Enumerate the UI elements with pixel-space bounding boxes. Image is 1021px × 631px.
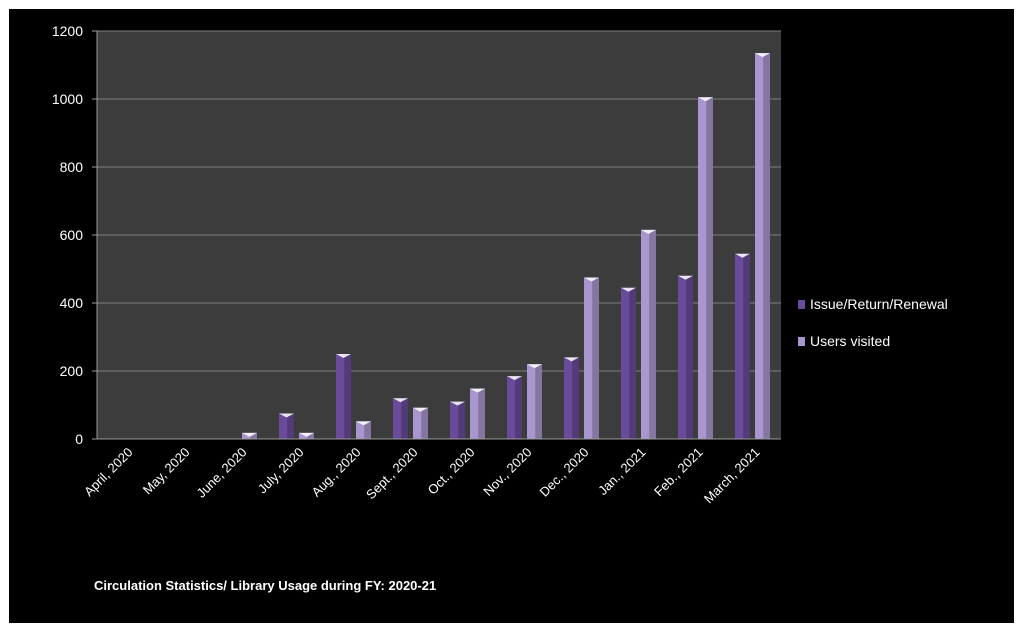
legend-label-issue-return-renewal: Issue/Return/Renewal [810, 296, 948, 312]
bar-users-visited-shade [421, 408, 428, 439]
x-tick-label: Nov., 2020 [480, 445, 534, 499]
y-tick-label: 800 [60, 159, 84, 175]
bar-issue-return-renewal-shade [344, 354, 351, 439]
x-tick-label: April, 2020 [81, 445, 136, 500]
chart-frame: 0 200 400 600 800 1000 1200 April, 2020 May, 20… [9, 9, 1014, 623]
bar-chart: 0 200 400 600 800 1000 1200 April, 2020 May, 20… [9, 9, 1014, 623]
x-tick-label: Aug., 2020 [309, 445, 364, 500]
x-tick-label: Oct., 2020 [425, 445, 478, 498]
y-tick-label: 1000 [52, 91, 83, 107]
legend-swatch-users-visited [798, 337, 805, 346]
bar-issue-return-renewal-shade [743, 254, 750, 439]
y-tick-label: 200 [60, 363, 84, 379]
bar-users-visited-shade [478, 389, 485, 439]
legend-label-users-visited: Users visited [810, 333, 890, 349]
bar-issue-return-renewal-shade [572, 357, 579, 439]
bar-users-visited-shade [649, 230, 656, 439]
bar-issue-return-renewal-shade [629, 288, 636, 439]
bar-issue-return-renewal-shade [401, 398, 408, 439]
x-tick-label: June, 2020 [194, 445, 250, 501]
bar-users-visited-shade [763, 53, 770, 439]
x-tick-label: March, 2021 [701, 445, 763, 507]
y-tick-label: 600 [60, 227, 84, 243]
x-tick-label: Dec., 2020 [537, 445, 592, 500]
chart-caption: Circulation Statistics/ Library Usage du… [94, 578, 436, 593]
bar-issue-return-renewal-shade [515, 376, 522, 439]
legend: Issue/Return/Renewal Users visited [798, 296, 948, 349]
y-tick-label: 400 [60, 295, 84, 311]
y-tick-label: 0 [75, 431, 83, 447]
bar-users-visited-shade [592, 278, 599, 440]
bar-users-visited-shade [535, 364, 542, 439]
bar-users-visited-shade [706, 97, 713, 439]
bar-issue-return-renewal-shade [287, 414, 294, 440]
legend-swatch-issue-return-renewal [798, 300, 805, 309]
x-tick-label: July, 2020 [255, 445, 307, 497]
x-tick-label: Sept., 2020 [363, 445, 421, 503]
y-tick-label: 1200 [52, 23, 83, 39]
x-axis-ticks: April, 2020 May, 2020 June, 2020 July, 2020… [81, 445, 763, 507]
bar-issue-return-renewal-shade [458, 402, 465, 439]
bar-issue-return-renewal-shade [686, 276, 693, 439]
x-tick-label: May, 2020 [140, 445, 193, 498]
x-tick-label: Jan., 2021 [595, 445, 649, 499]
x-tick-label: Feb., 2021 [651, 445, 706, 500]
